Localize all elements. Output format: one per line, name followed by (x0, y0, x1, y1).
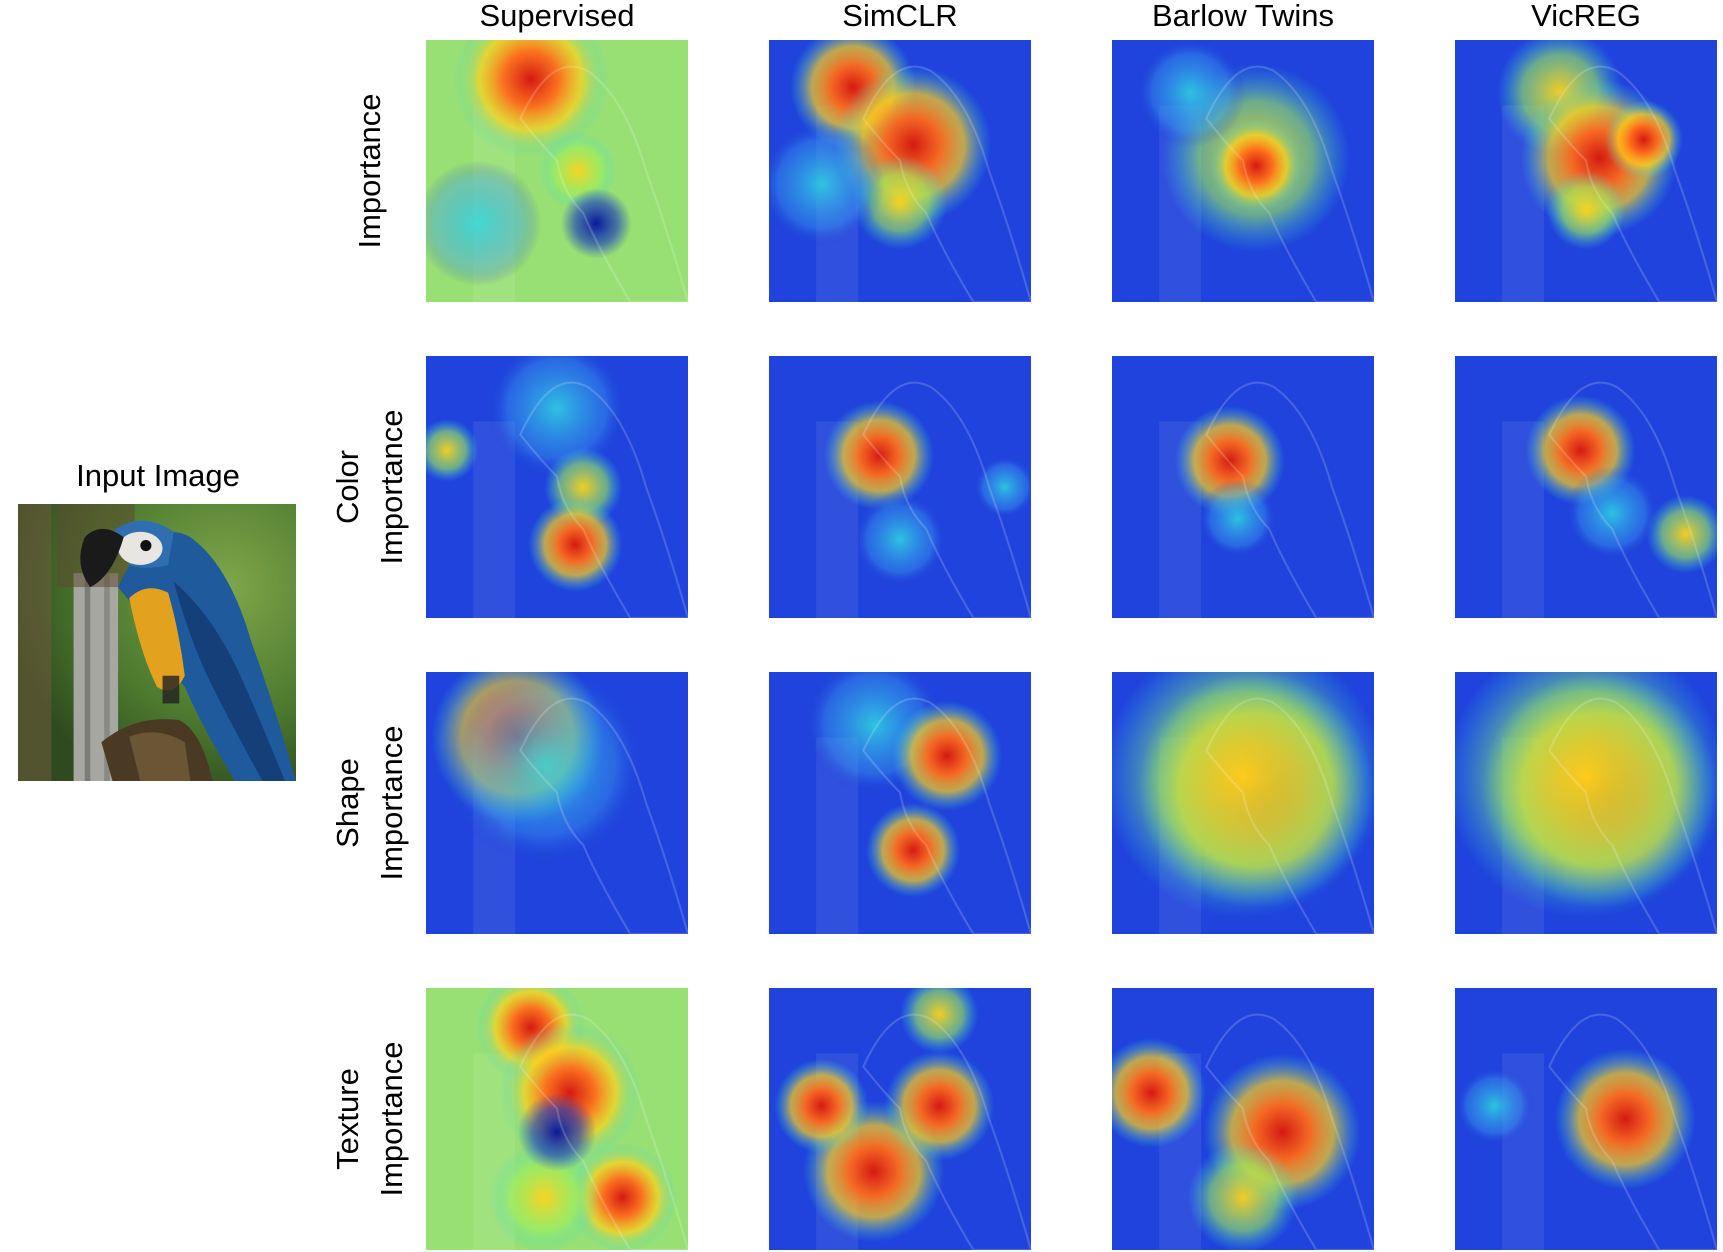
column-header-supervised: Supervised (479, 0, 635, 33)
row-label-shape-importance: Shape Importance (330, 672, 410, 934)
heatmap-image (1112, 672, 1374, 934)
column-header-simclr: SimCLR (842, 0, 958, 33)
heatmap-image (1455, 356, 1717, 618)
heatmap-image (426, 356, 688, 618)
heatmap-image (1112, 988, 1374, 1250)
heatmap-cell (769, 356, 1031, 618)
heatmap-image (1455, 988, 1717, 1250)
heatmap-cell (1112, 988, 1374, 1250)
heatmap-cell (1112, 672, 1374, 934)
row-label-importance: Importance (330, 40, 410, 302)
row-label-line1: Texture (330, 1068, 365, 1170)
heatmap-image (769, 988, 1031, 1250)
row-label-line1: Color (330, 449, 365, 525)
heatmap-cell (1455, 988, 1717, 1250)
heatmap-image (1112, 356, 1374, 618)
heatmap-image (1455, 672, 1717, 934)
heatmap-cell (1112, 356, 1374, 618)
heatmap-image (426, 988, 688, 1250)
row-label-line1: Importance (352, 93, 387, 249)
heatmap-cell (1112, 40, 1374, 302)
row-label-color-importance: Color Importance (330, 356, 410, 618)
heatmap-cell (426, 40, 688, 302)
heatmap-image (769, 40, 1031, 302)
macaw-photo-icon (18, 504, 296, 781)
column-header-vicreg: VicREG (1531, 0, 1641, 33)
heatmap-cell (769, 672, 1031, 934)
heatmap-image (426, 40, 688, 302)
row-label-line2: Importance (374, 1041, 409, 1197)
heatmap-image (769, 672, 1031, 934)
row-label-line2: Importance (374, 409, 409, 565)
heatmap-cell (426, 988, 688, 1250)
column-header-barlow-twins: Barlow Twins (1151, 0, 1335, 33)
heatmap-image (1112, 40, 1374, 302)
row-label-line1: Shape (330, 758, 365, 848)
heatmap-image (1455, 40, 1717, 302)
heatmap-image (426, 672, 688, 934)
heatmap-cell (769, 40, 1031, 302)
row-label-line2: Importance (374, 725, 409, 881)
heatmap-cell (1455, 40, 1717, 302)
heatmap-cell (1455, 356, 1717, 618)
input-image-title: Input Image (76, 458, 240, 493)
heatmap-image (769, 356, 1031, 618)
heatmap-cell (426, 672, 688, 934)
heatmap-cell (426, 356, 688, 618)
row-label-texture-importance: Texture Importance (330, 988, 410, 1250)
heatmap-cell (769, 988, 1031, 1250)
heatmap-cell (1455, 672, 1717, 934)
